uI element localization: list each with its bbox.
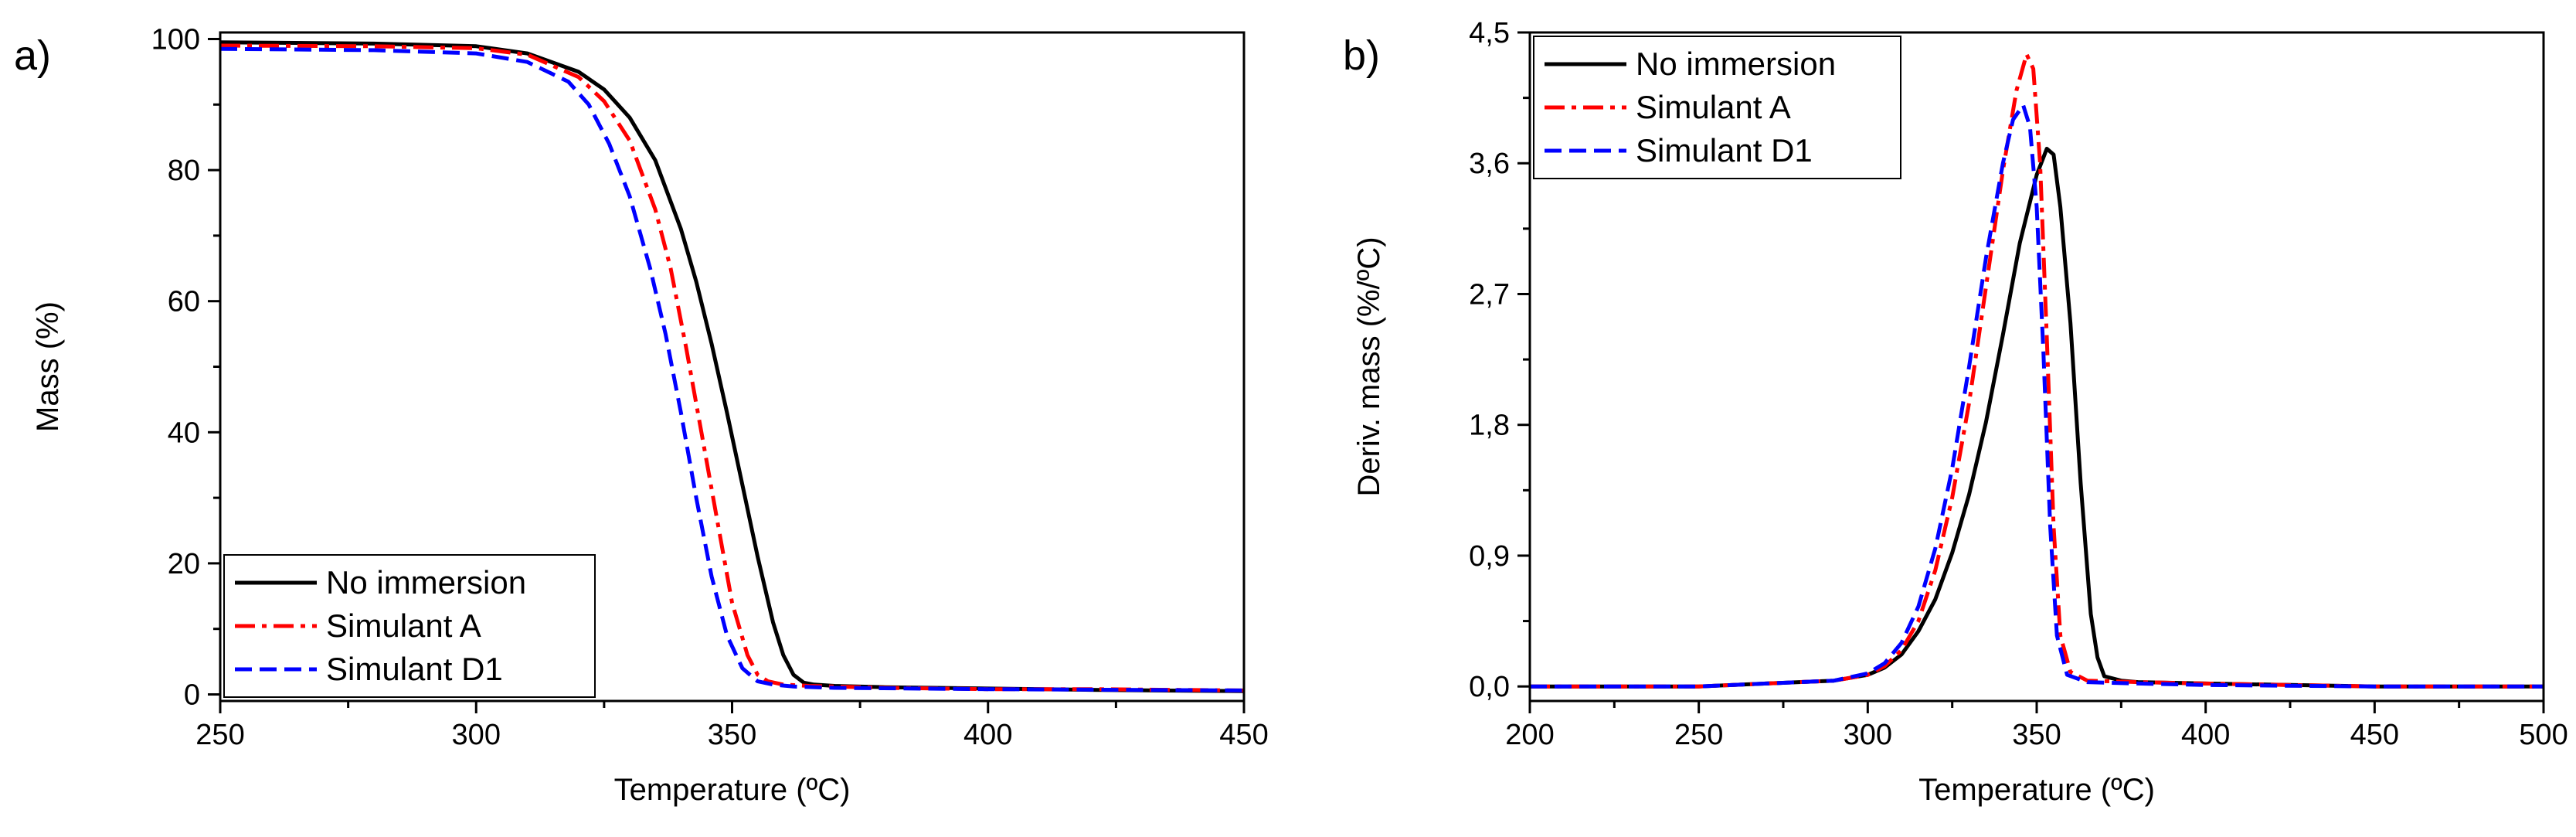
y-axis-title: Mass (%) bbox=[31, 301, 65, 432]
x-tick-label: 500 bbox=[2519, 719, 2568, 751]
series-line-simulant-a bbox=[220, 43, 1244, 692]
x-tick-label: 400 bbox=[963, 719, 1012, 751]
y-tick-label: 60 bbox=[168, 286, 200, 318]
series-line-no-immersion bbox=[1530, 146, 2544, 689]
x-tick-label: 300 bbox=[452, 719, 501, 751]
y-tick-label: 0,9 bbox=[1469, 540, 1510, 573]
series-group bbox=[220, 40, 1244, 693]
y-tick-label: 100 bbox=[151, 23, 200, 56]
legend-label: No immersion bbox=[1636, 46, 1836, 82]
x-tick-label: 350 bbox=[2012, 719, 2061, 751]
series-group bbox=[1530, 52, 2544, 689]
x-tick-label: 200 bbox=[1505, 719, 1554, 751]
x-tick-label: 400 bbox=[2181, 719, 2230, 751]
series-line-simulant-d1 bbox=[220, 46, 1244, 692]
x-tick-label: 250 bbox=[195, 719, 244, 751]
x-tick-label: 450 bbox=[1219, 719, 1268, 751]
x-tick-label: 250 bbox=[1674, 719, 1723, 751]
chart-panel-a: 250 300 350 400 450 0 20 40 60 80 100 Temperature (… bbox=[14, 23, 1269, 807]
y-tick-label: 80 bbox=[168, 155, 200, 187]
y-tick-label: 2,7 bbox=[1469, 278, 1510, 311]
legend-label: No immersion bbox=[326, 564, 526, 601]
y-tick-label: 0 bbox=[184, 679, 200, 712]
series-line-simulant-d1 bbox=[1530, 103, 2544, 689]
legend: No immersion Simulant A Simulant D1 bbox=[223, 554, 596, 698]
y-tick-label: 4,5 bbox=[1469, 17, 1510, 49]
legend-label: Simulant D1 bbox=[1636, 132, 1813, 168]
y-tick-label: 3,6 bbox=[1469, 148, 1510, 180]
y-tick-label: 1,8 bbox=[1469, 410, 1510, 442]
y-tick-label: 0,0 bbox=[1469, 671, 1510, 703]
x-axis-title: Temperature (ºC) bbox=[1918, 773, 2155, 807]
x-tick-label: 350 bbox=[708, 719, 756, 751]
chart-panel-b: 200 250 300 350 400 450 500 0,0 0,9 1,8 2,7 3,6 4,5 T… bbox=[1343, 17, 2568, 807]
legend-label: Simulant A bbox=[326, 607, 481, 644]
legend-label: Simulant A bbox=[1636, 89, 1791, 125]
y-axis-title: Deriv. mass (%/ºC) bbox=[1352, 236, 1386, 496]
x-tick-label: 300 bbox=[1844, 719, 1892, 751]
panel-label: a) bbox=[14, 32, 51, 79]
x-axis-title: Temperature (ºC) bbox=[614, 773, 851, 807]
legend-label: Simulant D1 bbox=[326, 651, 503, 687]
y-tick-label: 20 bbox=[168, 548, 200, 580]
y-tick-label: 40 bbox=[168, 417, 200, 449]
x-tick-label: 450 bbox=[2350, 719, 2399, 751]
legend: No immersion Simulant A Simulant D1 bbox=[1533, 36, 1901, 179]
panel-label: b) bbox=[1343, 32, 1380, 79]
series-line-simulant-a bbox=[1530, 52, 2544, 689]
